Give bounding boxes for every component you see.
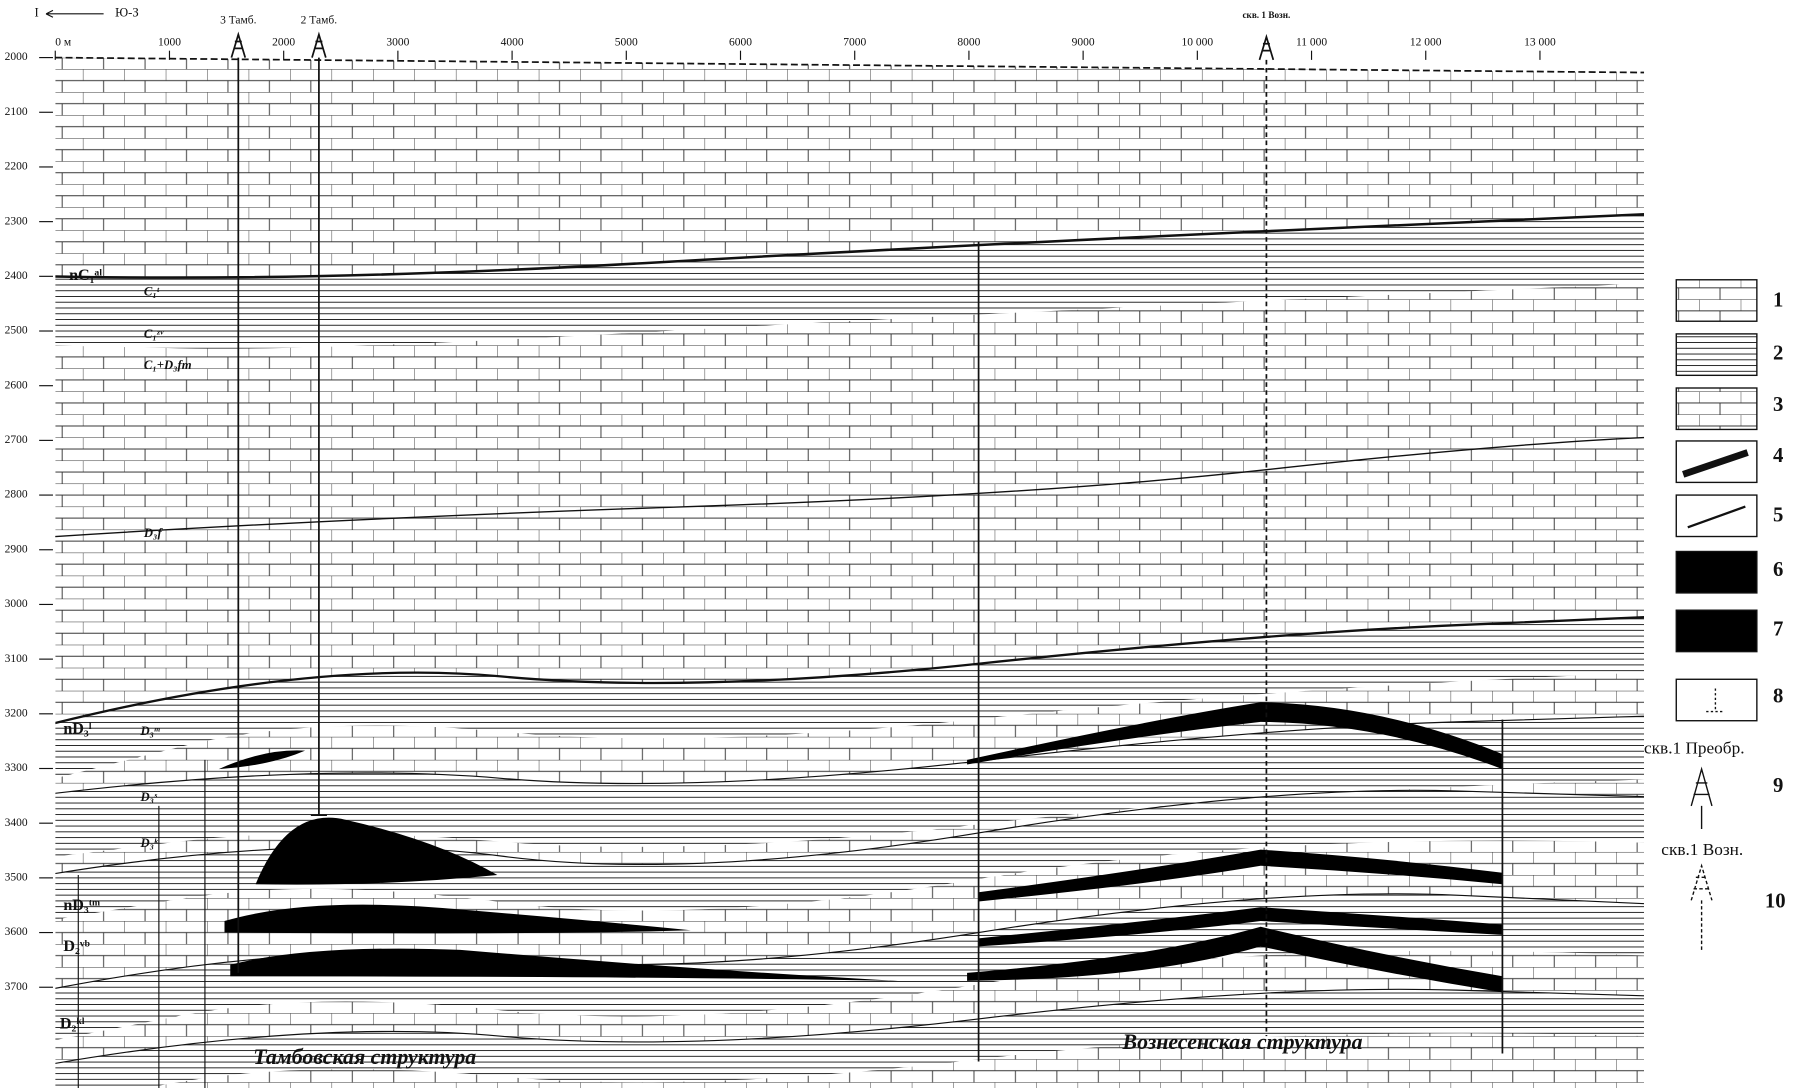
shale-band — [55, 790, 1645, 922]
direction: Ю-З — [115, 6, 139, 20]
shale-band — [55, 989, 1645, 1088]
legend-number: 3 — [1773, 394, 1783, 416]
legend-number: 6 — [1773, 559, 1783, 581]
depth-label: 3300 — [5, 762, 28, 774]
depth-label: 3700 — [5, 981, 28, 993]
legend — [1675, 279, 1758, 950]
legend-well-label: скв.1 Возн. — [1661, 840, 1743, 859]
distance-label: 0 м — [55, 36, 72, 48]
depth-label: 2900 — [5, 543, 28, 555]
horizon — [55, 715, 1645, 795]
depth-label: 3100 — [5, 653, 28, 665]
distance-label: 7000 — [843, 36, 866, 48]
depth-label: 3000 — [5, 598, 28, 610]
distance-label: 12 000 — [1410, 36, 1442, 48]
shale-band — [55, 214, 1645, 349]
well-label: 3 Тамб. — [220, 14, 257, 26]
well-label: скв. 1 Возн. — [1242, 10, 1290, 20]
depth-label: 2100 — [5, 106, 28, 118]
formation: D₂ᵏˡ — [60, 1015, 85, 1032]
structure-name: Вознесенская структура — [1121, 1030, 1362, 1054]
distance-label: 2000 — [272, 36, 295, 48]
horizon — [55, 988, 1645, 1066]
shale-band — [55, 716, 1645, 858]
distance-label: 10 000 — [1182, 36, 1214, 48]
distance-label: 9000 — [1072, 36, 1095, 48]
distance-label: 5000 — [615, 36, 638, 48]
oil-lenses — [218, 702, 1503, 993]
formation: D₂ᵛᵇ — [63, 938, 90, 955]
horizon — [55, 615, 1645, 727]
formation: C₁+D₃fm — [144, 358, 192, 372]
faults — [77, 241, 1504, 1088]
profile-start: I — [35, 6, 39, 20]
legend-number: 2 — [1773, 342, 1783, 364]
depth-label: 2400 — [5, 270, 28, 282]
depth-label: 3600 — [5, 926, 28, 938]
legend-number: 5 — [1773, 505, 1783, 527]
legend-well-label: скв.1 Преобр. — [1644, 738, 1745, 757]
surface — [55, 56, 1645, 74]
horizon — [55, 212, 1645, 279]
shale-band — [55, 617, 1645, 781]
well-label: 2 Тамб. — [301, 14, 338, 26]
depth-label: 2500 — [5, 325, 28, 337]
formation: nD₃ᵗᵐ — [63, 897, 100, 914]
distance-label: 3000 — [386, 36, 409, 48]
depth-label: 2700 — [5, 434, 28, 446]
legend-number: 9 — [1773, 775, 1783, 797]
wells — [230, 31, 1275, 1037]
depth-label: 2800 — [5, 489, 28, 501]
distance-label: 6000 — [729, 36, 752, 48]
distance-label: 1000 — [158, 36, 181, 48]
formation: D₃ᵏ — [139, 836, 159, 850]
legend-number: 8 — [1773, 685, 1783, 707]
arrow — [45, 9, 104, 18]
formation: D₃f — [143, 526, 164, 540]
formation: C₁ᶻᵛ — [144, 327, 164, 341]
formation: D₃ᵐ — [139, 724, 160, 738]
distance-label: 8000 — [957, 36, 980, 48]
formation: nD₃ˡ — [63, 721, 91, 738]
depth-label: 2600 — [5, 379, 28, 391]
depth-label: 3400 — [5, 817, 28, 829]
axes: 2000 2100 2200 2300 2400 2500 2600 2700 2800 2900… — [5, 36, 1556, 993]
distance-label: 4000 — [501, 36, 524, 48]
depth-label: 2200 — [5, 161, 28, 173]
distance-label: 11 000 — [1296, 36, 1327, 48]
depth-label: 3200 — [5, 707, 28, 719]
distance-label: 13 000 — [1524, 36, 1556, 48]
legend-number: 10 — [1765, 890, 1786, 912]
structure-name: Тамбовская структура — [253, 1045, 476, 1069]
formation: D₃ˢ — [139, 790, 158, 804]
depth-label: 3500 — [5, 872, 28, 884]
formation: nC₁ᵃˡ — [69, 267, 102, 284]
legend-number: 7 — [1773, 619, 1783, 641]
legend-number: 1 — [1773, 289, 1783, 311]
unconformity — [55, 436, 1645, 538]
formation: C₁ᵗ — [144, 284, 160, 298]
depth-label: 2000 — [5, 51, 28, 63]
legend-number: 4 — [1773, 445, 1783, 467]
depth-label: 2300 — [5, 215, 28, 227]
